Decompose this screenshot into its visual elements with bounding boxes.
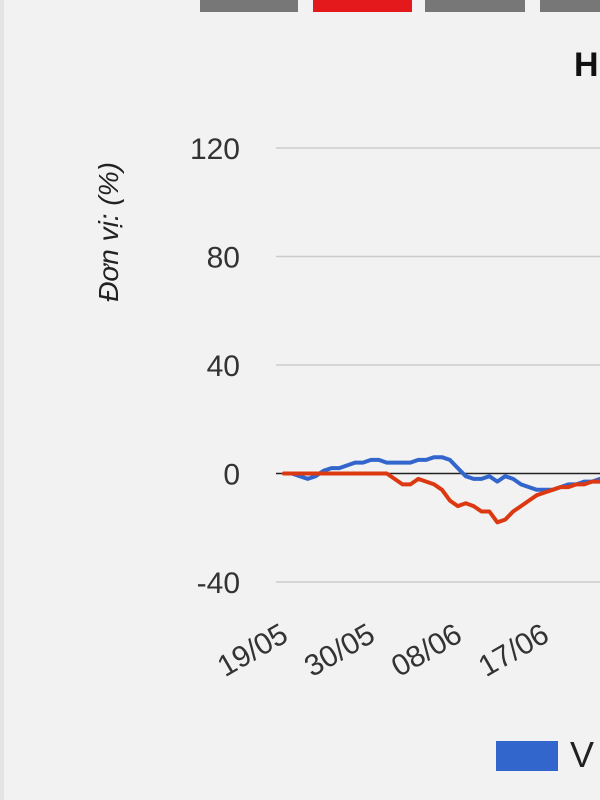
x-tick-label: 28: [596, 617, 600, 662]
y-tick-label: 0: [223, 459, 240, 492]
chart-title: H: [574, 46, 599, 84]
tab-3[interactable]: [425, 0, 525, 12]
y-tick-label: -40: [197, 567, 240, 600]
y-tick-label: 80: [207, 242, 240, 275]
series-line-red: [282, 471, 600, 525]
y-tick-label: 40: [207, 350, 240, 383]
tab-2[interactable]: [313, 0, 412, 12]
chart-tabs: [0, 0, 600, 14]
y-axis-label: Đơn vị: (%): [93, 162, 124, 302]
x-tick-label: 17/06: [473, 617, 555, 683]
tab-4[interactable]: [540, 0, 600, 12]
x-tick-label: 30/05: [299, 617, 381, 683]
legend-swatch-v: [496, 741, 558, 771]
legend-label-v: V: [570, 734, 595, 775]
tab-1[interactable]: [200, 0, 298, 12]
y-tick-label: 120: [190, 133, 240, 166]
x-tick-label: 19/05: [212, 617, 294, 683]
x-tick-label: 08/06: [386, 617, 468, 683]
